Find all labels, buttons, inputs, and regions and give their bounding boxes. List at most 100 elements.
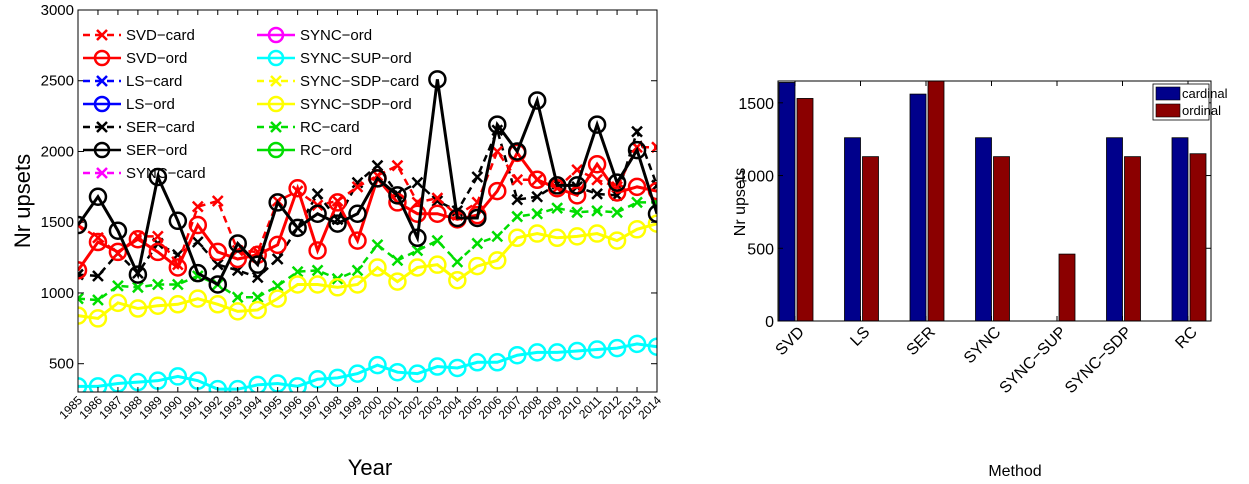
data-point-rc-card <box>491 230 504 243</box>
data-point-ser-ord <box>348 204 367 223</box>
series-ser-ord <box>78 70 657 294</box>
data-point-ser-ord <box>188 263 208 283</box>
data-point-sync-sup-ord <box>567 341 587 361</box>
data-point-rc-card <box>92 294 104 306</box>
data-point-rc-card <box>112 280 124 292</box>
data-point-svd-card <box>151 230 164 243</box>
legend-item-sync-sdp-ord: SYNC−SDP−ord <box>257 95 412 113</box>
data-point-sync-sdp-ord <box>627 220 647 239</box>
data-point-rc-card <box>251 291 264 304</box>
data-point-sync-sup-ord <box>368 355 387 375</box>
data-point-ser-card <box>511 193 524 206</box>
data-point-ser-ord <box>587 115 607 134</box>
bar-ser-cardinal <box>909 93 927 322</box>
legend-label-ls-ord: LS−ord <box>126 96 175 113</box>
series-line-sync-sdp-ord <box>78 222 657 321</box>
data-point-rc-card <box>591 205 603 217</box>
legend-item-ls-ord: LS−ord <box>83 95 175 113</box>
legend-item-svd-card: SVD−card <box>83 27 195 44</box>
legend-item-cardinal: cardinal <box>1155 86 1228 101</box>
legend-marker-ls-ord <box>93 95 111 113</box>
bar-chart-x-tick-label-sync-sup: SYNC−SUP <box>996 324 1069 397</box>
data-point-sync-sdp-ord <box>428 255 447 274</box>
data-point-ser-ord <box>547 176 567 195</box>
data-point-rc-card <box>78 292 84 305</box>
data-point-sync-sup-ord <box>488 353 507 372</box>
data-point-ser-ord <box>288 218 307 238</box>
line-chart-y-tick-label: 1500 <box>41 214 74 231</box>
data-point-svd-ord <box>208 242 228 262</box>
data-point-ser-ord <box>567 176 587 195</box>
data-point-rc-card <box>571 206 584 219</box>
data-point-ser-ord <box>627 140 647 160</box>
data-point-rc-card <box>551 202 564 214</box>
data-point-ser-ord <box>607 173 627 192</box>
legend-item-sync-card: SYNC−card <box>83 165 206 182</box>
data-point-sync-sdp-ord <box>388 272 407 291</box>
line-chart-y-tick-label: 2500 <box>41 73 74 90</box>
data-point-svd-card <box>391 159 404 172</box>
data-point-sync-sdp-ord <box>88 309 108 328</box>
data-point-svd-card <box>191 200 204 213</box>
data-point-sync-sup-ord <box>208 379 228 392</box>
data-point-sync-sdp-ord <box>408 258 427 277</box>
data-point-ser-ord <box>108 221 128 240</box>
data-point-sync-sdp-ord <box>188 289 208 308</box>
data-point-sync-sdp-ord <box>647 214 657 233</box>
legend-label-sync-card: SYNC−card <box>126 165 206 182</box>
data-point-sync-sdp-ord <box>507 228 527 248</box>
legend-label-sync-sdp-ord: SYNC−SDP−ord <box>300 96 412 113</box>
data-point-ser-card <box>191 236 204 248</box>
data-point-svd-ord <box>108 242 128 262</box>
legend-swatch-cardinal <box>1155 86 1181 101</box>
bar-chart-x-tick-label-ser: SER <box>904 324 939 359</box>
series-sync-sup-ord <box>78 334 657 392</box>
bar-svd-cardinal <box>778 82 796 322</box>
bar-svd-ordinal <box>796 98 814 322</box>
data-point-sync-sdp-ord <box>148 296 168 315</box>
data-point-sync-sup-ord <box>328 368 347 388</box>
data-point-ser-ord <box>128 265 148 284</box>
data-point-sync-sup-ord <box>647 337 657 356</box>
data-point-ser-card <box>311 188 324 200</box>
data-point-rc-card <box>531 207 544 220</box>
bar-sync-sdp-ordinal <box>1124 156 1141 322</box>
bar-chart-plot-frame <box>777 80 1212 322</box>
bar-sync-sup-ordinal <box>1058 253 1076 322</box>
series-line-rc-card <box>78 201 657 302</box>
data-point-ser-ord <box>228 234 247 253</box>
bar-chart-y-tick-label: 0 <box>765 314 774 331</box>
data-point-svd-card <box>171 258 184 271</box>
data-point-sync-sup-ord <box>527 343 547 362</box>
data-point-rc-card <box>151 278 164 291</box>
legend-item-rc-ord: RC−ord <box>257 141 352 159</box>
data-point-ser-card <box>211 258 224 271</box>
bar-sync-cardinal <box>975 137 992 322</box>
data-point-svd-ord <box>268 235 287 255</box>
legend-marker-sync-card <box>96 167 108 179</box>
data-point-svd-ord <box>488 181 507 201</box>
line-chart-y-tick-label: 2000 <box>41 143 74 160</box>
data-point-ser-ord <box>328 214 347 233</box>
data-point-rc-card <box>351 264 364 277</box>
data-point-svd-card <box>651 141 657 154</box>
data-point-rc-card <box>611 206 623 219</box>
data-point-sync-sup-ord <box>228 379 247 392</box>
bar-chart-upsets-by-method: 0 500 1000 1500 SVD LS SER SYNCSYNC−SUPSYNC−SD… <box>732 80 1228 480</box>
data-point-rc-card <box>171 278 184 291</box>
bar-chart-x-tick-label-ls: LS <box>847 324 873 350</box>
data-point-rc-card <box>391 254 404 267</box>
data-point-ser-card <box>651 179 657 192</box>
data-point-sync-sdp-ord <box>78 306 88 325</box>
legend-marker-rc-ord <box>267 141 285 159</box>
data-point-ser-ord <box>308 204 327 223</box>
legend-item-svd-ord: SVD−ord <box>83 49 187 67</box>
bar-chart-x-tick-label-svd: SVD <box>773 324 808 359</box>
data-point-ser-card <box>431 195 444 207</box>
bar-chart-y-tick-label: 1500 <box>738 96 774 113</box>
legend-marker-ser-ord <box>93 141 111 159</box>
data-point-rc-card <box>291 265 304 278</box>
series-sync-sdp-ord <box>78 214 657 328</box>
data-point-svd-card <box>92 231 104 244</box>
data-point-sync-sup-ord <box>388 362 407 382</box>
